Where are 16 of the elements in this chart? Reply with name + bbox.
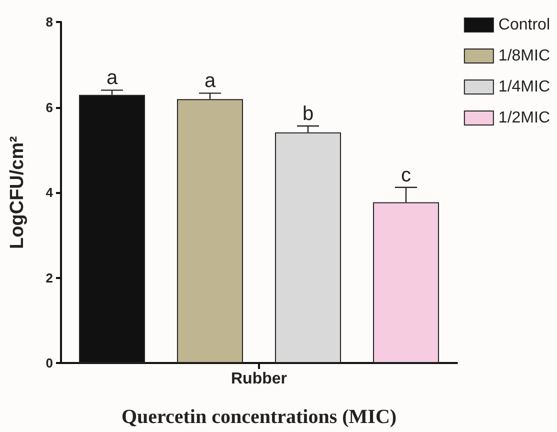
data-label: a (106, 67, 118, 90)
x-tick-label: Rubber (231, 370, 287, 388)
data-label: b (302, 103, 314, 126)
legend-label: 1/2MIC (498, 110, 550, 126)
y-tick-label: 6 (46, 100, 53, 115)
x-axis-title: Quercetin concentrations (MIC) (121, 406, 397, 428)
y-tick-label: 4 (46, 185, 54, 200)
legend-label: 1/4MIC (498, 78, 550, 96)
data-label: a (204, 70, 216, 92)
y-axis-title: LogCFU/cm² (7, 136, 28, 249)
legend-label: 1/8MIC (498, 48, 550, 64)
y-tick-label: 2 (46, 270, 53, 286)
y-tick-label: 8 (46, 14, 53, 30)
legend-label: Control (498, 16, 550, 34)
data-label: c (401, 164, 411, 186)
y-tick-label: 0 (46, 356, 53, 370)
